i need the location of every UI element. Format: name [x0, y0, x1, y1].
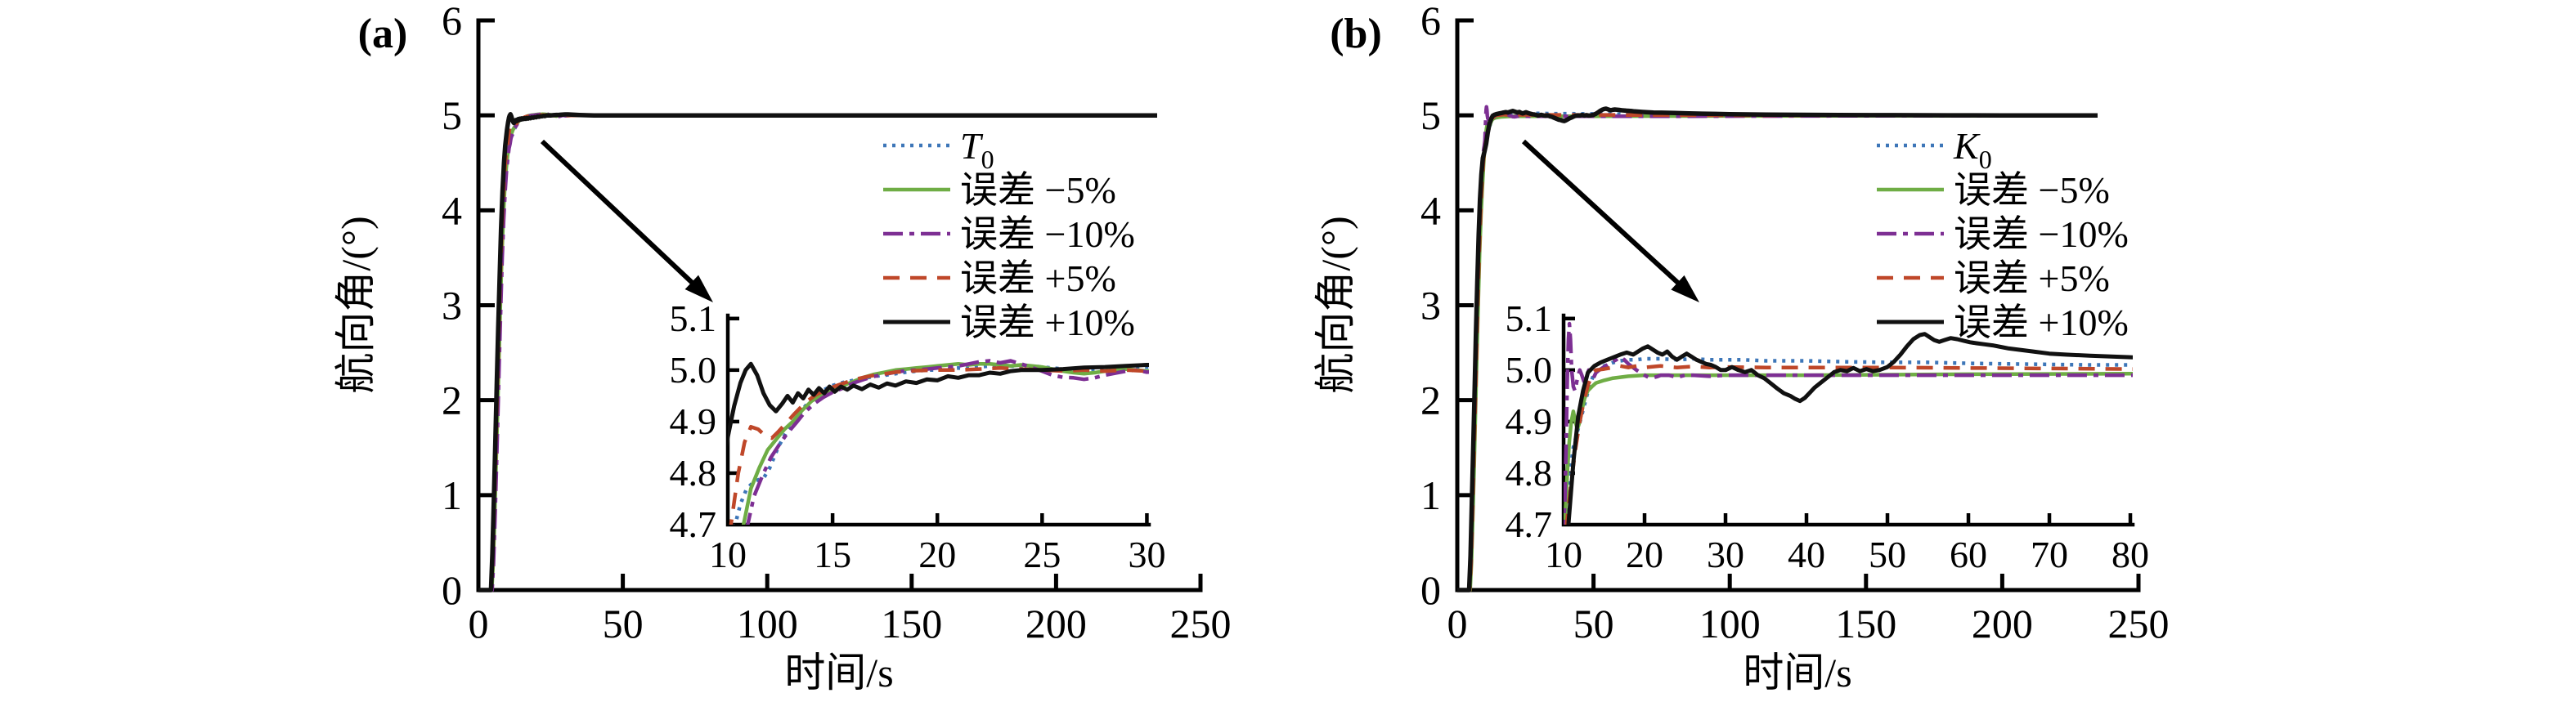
legend-item: T0 — [883, 125, 994, 174]
legend-item: 误差 +5% — [1877, 257, 2110, 299]
inset-x-tick-label: 25 — [1023, 534, 1061, 575]
legend-label: K0 — [1953, 125, 1992, 174]
legend-item: 误差 +10% — [883, 302, 1135, 343]
legend-label: 误差 −10% — [1954, 213, 2129, 255]
inset-y-tick-label: 5.0 — [670, 349, 717, 391]
inset-x-tick-label: 30 — [1707, 534, 1744, 575]
inset-y-tick-label: 4.9 — [670, 400, 717, 442]
y-tick-label: 4 — [1420, 187, 1441, 233]
x-tick-label: 0 — [1447, 601, 1468, 646]
legend-item: 误差 +5% — [883, 257, 1116, 299]
x-tick-label: 150 — [881, 601, 942, 646]
y-tick-label: 6 — [1420, 0, 1441, 43]
inset-y-tick-label: 5.1 — [670, 297, 717, 339]
inset-x-tick-label: 20 — [918, 534, 956, 575]
inset-x-tick-label: 15 — [814, 534, 851, 575]
panel-label: (a) — [358, 11, 408, 57]
inset-x-tick-label: 10 — [709, 534, 747, 575]
legend-item: 误差 +10% — [1877, 302, 2129, 343]
inset-x-tick-label: 50 — [1869, 534, 1906, 575]
panel-a: 0 1 2 3 4 5 6 0 50 100 150 200 250 时间/s 航向角/(°) (a) 4.7 4… — [333, 0, 1232, 695]
inset-x-tick-label: 30 — [1128, 534, 1165, 575]
inset-y-tick-label: 4.8 — [670, 452, 717, 494]
x-axis-title: 时间/s — [1743, 650, 1851, 695]
inset-x-tick-label: 40 — [1788, 534, 1825, 575]
legend-item: 误差 −10% — [883, 213, 1135, 255]
series-inset-误差 −10% — [1564, 321, 2133, 525]
legend-item: K0 — [1877, 125, 1992, 174]
x-tick-label: 200 — [1972, 601, 2033, 646]
main-series-group-b — [1457, 105, 2098, 592]
series-inset-误差 +10% — [1566, 332, 2133, 525]
zoom-arrow-head-icon — [1671, 275, 1699, 302]
inset-series-group-b — [1564, 321, 2133, 525]
y-tick-label: 0 — [1420, 567, 1441, 613]
x-tick-label: 100 — [737, 601, 798, 646]
y-tick-label: 3 — [1420, 283, 1441, 329]
x-tick-label: 50 — [1573, 601, 1614, 646]
x-tick-label: 150 — [1835, 601, 1896, 646]
legend-item: 误差 −5% — [883, 169, 1116, 211]
x-tick-label: 100 — [1699, 601, 1761, 646]
inset-x-tick-label: 60 — [1950, 534, 1987, 575]
legend-label: 误差 +10% — [960, 302, 1135, 343]
zoom-arrow-line — [540, 139, 700, 290]
legend-item: 误差 −5% — [1877, 169, 2110, 211]
x-tick-label: 200 — [1025, 601, 1087, 646]
legend-label: 误差 +10% — [1954, 302, 2129, 343]
y-tick-label: 3 — [442, 283, 462, 329]
x-tick-label: 250 — [2108, 601, 2170, 646]
series-main-误差 +10% — [1457, 106, 2098, 592]
inset-x-tick-label: 20 — [1626, 534, 1663, 575]
legend-label: 误差 −5% — [960, 169, 1116, 211]
panel-label: (b) — [1330, 11, 1382, 57]
legend-item: 误差 −10% — [1877, 213, 2129, 255]
series-inset-误差 +10% — [728, 361, 1149, 448]
y-tick-label: 2 — [442, 378, 462, 423]
inset-y-tick-label: 5.0 — [1506, 349, 1553, 391]
y-tick-label: 2 — [1420, 378, 1441, 423]
series-main-误差 +10% — [478, 112, 1157, 592]
inset-y-tick-label: 4.8 — [1506, 452, 1553, 494]
y-tick-label: 5 — [442, 92, 462, 138]
main-series-group-a — [478, 111, 1158, 592]
y-tick-label: 0 — [442, 567, 462, 613]
y-axis-title: 航向角/(°) — [333, 216, 379, 393]
legend-label: T0 — [960, 125, 994, 174]
inset-x-tick-label: 10 — [1545, 534, 1582, 575]
x-tick-label: 50 — [603, 601, 644, 646]
x-axis-title: 时间/s — [784, 650, 893, 695]
inset-y-tick-label: 4.9 — [1506, 400, 1553, 442]
legend-label: 误差 +5% — [1954, 257, 2110, 299]
series-inset-误差 −5% — [741, 362, 1149, 525]
inset-y-tick-label: 4.7 — [1506, 503, 1553, 545]
y-tick-label: 4 — [442, 187, 462, 233]
inset-y-tick-label: 5.1 — [1506, 297, 1553, 339]
legend-label: 误差 +5% — [960, 257, 1116, 299]
legend-label: 误差 −10% — [960, 213, 1135, 255]
inset-x-tick-label: 80 — [2112, 534, 2149, 575]
y-tick-label: 5 — [1420, 92, 1441, 138]
y-tick-label: 1 — [1420, 472, 1441, 518]
zoom-arrow-line — [1521, 139, 1685, 290]
inset-series-group-a — [728, 359, 1149, 525]
zoom-arrow-head-icon — [684, 275, 713, 302]
series-inset-误差 −10% — [745, 359, 1149, 525]
y-tick-label: 1 — [442, 472, 462, 518]
inset-x-tick-label: 70 — [2031, 534, 2068, 575]
series-inset-误差 +5% — [1564, 364, 2133, 525]
legend-label: 误差 −5% — [1954, 169, 2110, 211]
y-tick-label: 6 — [442, 0, 462, 43]
x-tick-label: 250 — [1170, 601, 1232, 646]
inset-y-tick-label: 4.7 — [670, 503, 717, 545]
y-axis-title: 航向角/(°) — [1313, 216, 1358, 393]
x-tick-label: 0 — [469, 601, 489, 646]
inset-axes-a — [725, 313, 1151, 527]
